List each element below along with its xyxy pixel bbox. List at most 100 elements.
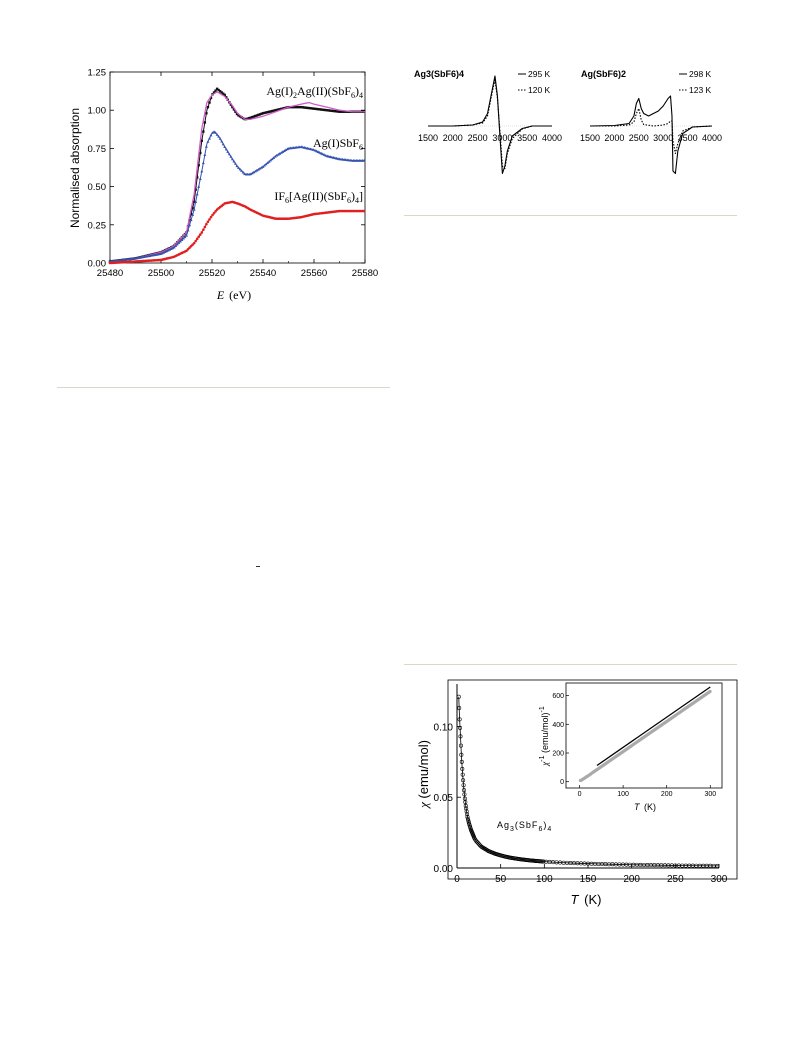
- data-point: [457, 706, 462, 711]
- chart-title: Ag3(SbF6)4: [414, 69, 464, 79]
- data-point: [252, 170, 256, 174]
- data-point: [263, 163, 267, 167]
- data-point: [237, 166, 241, 169]
- stray-mark: [256, 566, 260, 567]
- data-point: [223, 145, 227, 148]
- x-tick-label: 25480: [97, 268, 123, 279]
- data-point: [344, 110, 347, 113]
- x-tick-label: 50: [495, 874, 507, 885]
- inset-y-tick-label: 400: [552, 722, 564, 729]
- data-point: [263, 111, 266, 115]
- data-point: [203, 225, 207, 229]
- section-divider: [404, 215, 737, 216]
- data-point: [235, 112, 239, 116]
- data-point: [217, 88, 220, 92]
- inset-x-tick-label: 100: [617, 791, 629, 798]
- data-point: [312, 107, 315, 110]
- data-point: [238, 167, 242, 171]
- data-point: [321, 108, 324, 111]
- data-point: [316, 150, 320, 153]
- data-point: [313, 148, 317, 152]
- data-point: [319, 108, 323, 111]
- xlabel-var: T: [571, 892, 580, 907]
- data-point: [205, 112, 208, 115]
- data-point: [197, 164, 200, 167]
- data-point: [269, 158, 273, 162]
- data-point: [309, 107, 312, 110]
- data-point: [333, 109, 337, 113]
- data-point: [290, 105, 294, 109]
- ylabel: Normalised absorption: [68, 108, 82, 228]
- y-tick-label: 0.10: [434, 722, 454, 733]
- data-point: [199, 151, 202, 155]
- data-point: [192, 241, 196, 245]
- figure-frame: [447, 679, 738, 880]
- x-tick-label: 1500: [418, 133, 438, 143]
- data-point: [209, 215, 213, 219]
- annotation-if6-ag-sbf6-4: IF6[Ag(II)(SbF6)4]: [274, 189, 363, 205]
- data-point: [295, 105, 298, 109]
- data-point: [329, 109, 332, 112]
- data-point: [168, 248, 172, 251]
- data-point: [160, 251, 164, 255]
- data-point: [464, 806, 469, 811]
- data-point: [189, 218, 193, 222]
- data-point: [221, 142, 225, 146]
- compound-annotation: Ag3(SbF6)4: [497, 820, 552, 833]
- x-tick-label: 25500: [148, 268, 174, 279]
- data-point: [269, 110, 272, 113]
- chi-axes: 0 50 100 150 200 250 300 0.00 0.05 0.10: [434, 684, 728, 885]
- data-point: [332, 109, 335, 113]
- data-point: [214, 210, 217, 213]
- data-point: [252, 115, 256, 118]
- data-point: [189, 212, 193, 216]
- data-point: [181, 236, 185, 240]
- data-point: [301, 106, 304, 109]
- data-point: [223, 93, 226, 97]
- section-divider: [57, 387, 390, 388]
- data-point: [254, 114, 257, 118]
- xlabel-unit: (eV): [229, 288, 251, 302]
- data-point: [163, 250, 167, 253]
- x-tick-label: 250: [667, 874, 684, 885]
- data-point: [202, 228, 205, 231]
- inset-x-tick-label: 200: [661, 791, 673, 798]
- x-tick-label: 200: [623, 874, 640, 885]
- data-point: [255, 114, 259, 117]
- data-point: [174, 244, 178, 247]
- x-tick-label: 300: [711, 874, 728, 885]
- inset-fit-line: [596, 686, 711, 767]
- data-point: [177, 241, 181, 244]
- data-point: [162, 251, 166, 254]
- data-point: [218, 137, 222, 140]
- xanes-chart: 25480 25500 25520 25540 25560 25580 0.00 0.25 0.…: [68, 68, 378, 303]
- data-point: [192, 200, 196, 204]
- inset-x-tick-label: 0: [578, 791, 582, 798]
- data-point: [315, 149, 319, 153]
- x-tick-label: 25520: [199, 268, 225, 279]
- data-point: [214, 89, 217, 92]
- data-point: [281, 150, 285, 153]
- data-point: [461, 778, 466, 783]
- data-point: [274, 109, 277, 112]
- data-point: [465, 816, 470, 821]
- data-point: [318, 108, 321, 111]
- y-tick-label: 0.50: [88, 182, 107, 193]
- data-point: [292, 105, 295, 109]
- plot-frame: [109, 71, 366, 264]
- data-point: [212, 91, 216, 94]
- data-point: [218, 90, 222, 93]
- data-point: [235, 164, 239, 168]
- xlabel-unit: (K): [584, 892, 601, 907]
- xanes-series: [108, 87, 366, 265]
- data-point: [258, 113, 262, 116]
- data-point: [253, 169, 257, 173]
- y-tick-label: 0.00: [434, 864, 454, 875]
- x-tick-label: 2500: [629, 133, 649, 143]
- data-point: [322, 153, 326, 156]
- ylabel: χ (emu/mol): [416, 740, 431, 810]
- data-point: [240, 169, 244, 172]
- data-point: [458, 743, 463, 748]
- series-line: [589, 95, 713, 175]
- data-point: [330, 109, 334, 113]
